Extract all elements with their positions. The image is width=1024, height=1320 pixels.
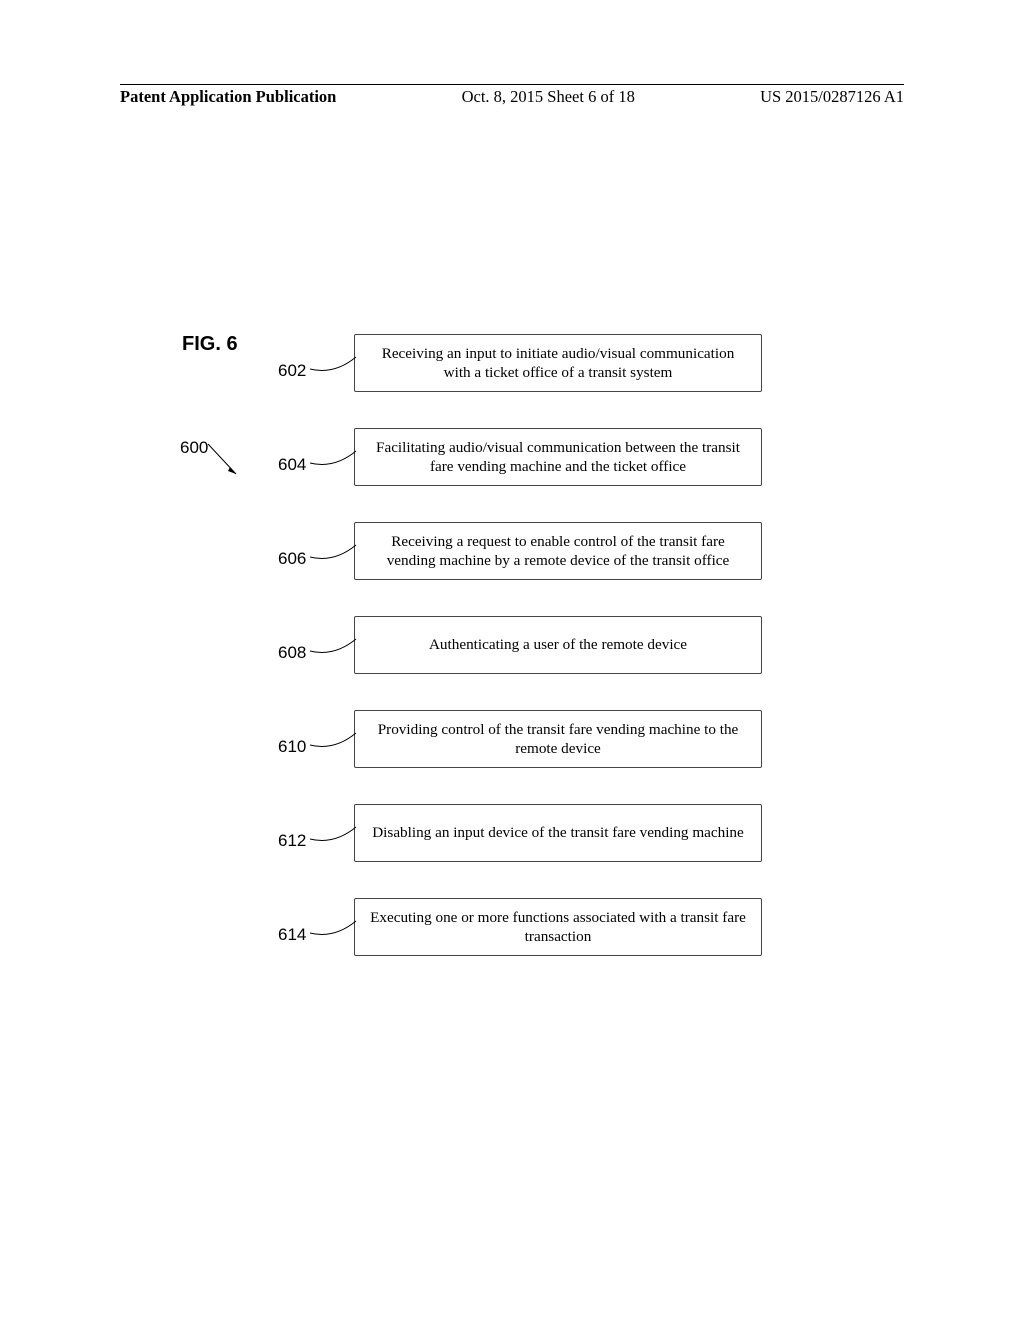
- flow-step-box: Receiving an input to initiate audio/vis…: [354, 334, 762, 392]
- flow-step-text: Disabling an input device of the transit…: [372, 823, 744, 842]
- header-row: Patent Application Publication Oct. 8, 2…: [120, 87, 904, 107]
- flow-step-text: Executing one or more functions associat…: [367, 908, 749, 947]
- step-ref-label: 614: [278, 925, 306, 945]
- flow-step-text: Facilitating audio/visual communication …: [367, 438, 749, 477]
- flow-step-box: Disabling an input device of the transit…: [354, 804, 762, 862]
- header-rule: [120, 84, 904, 85]
- overall-ref-label: 600: [180, 438, 208, 458]
- step-ref-label: 604: [278, 455, 306, 475]
- step-ref-leader: [310, 447, 358, 479]
- header-mid: Oct. 8, 2015 Sheet 6 of 18: [462, 87, 635, 107]
- step-ref-leader: [310, 917, 358, 949]
- flow-step-box: Authenticating a user of the remote devi…: [354, 616, 762, 674]
- step-ref-label: 612: [278, 831, 306, 851]
- step-ref-leader: [310, 541, 358, 573]
- step-ref-leader: [310, 635, 358, 667]
- flow-step-text: Receiving an input to initiate audio/vis…: [367, 344, 749, 383]
- page: Patent Application Publication Oct. 8, 2…: [0, 0, 1024, 1320]
- flow-step-box: Facilitating audio/visual communication …: [354, 428, 762, 486]
- flow-step-box: Providing control of the transit fare ve…: [354, 710, 762, 768]
- flow-step-box: Executing one or more functions associat…: [354, 898, 762, 956]
- page-header: Patent Application Publication Oct. 8, 2…: [0, 84, 1024, 107]
- step-ref-leader: [310, 729, 358, 761]
- flow-step-text: Authenticating a user of the remote devi…: [429, 635, 687, 654]
- overall-ref-leader: [208, 444, 288, 504]
- step-ref-label: 608: [278, 643, 306, 663]
- step-ref-label: 610: [278, 737, 306, 757]
- figure-label: FIG. 6: [182, 333, 238, 356]
- flow-step-box: Receiving a request to enable control of…: [354, 522, 762, 580]
- step-ref-leader: [310, 823, 358, 855]
- step-ref-label: 606: [278, 549, 306, 569]
- step-ref-leader: [310, 353, 358, 385]
- header-left: Patent Application Publication: [120, 87, 336, 107]
- step-ref-label: 602: [278, 361, 306, 381]
- flow-step-text: Providing control of the transit fare ve…: [367, 720, 749, 759]
- flow-step-text: Receiving a request to enable control of…: [367, 532, 749, 571]
- header-right: US 2015/0287126 A1: [760, 87, 904, 107]
